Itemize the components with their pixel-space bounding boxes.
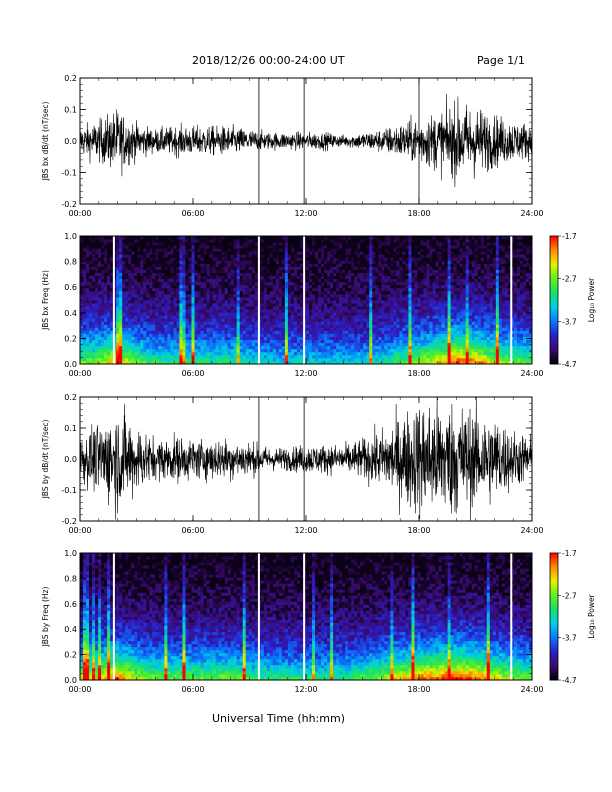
x-tick-label: 06:00 bbox=[181, 685, 204, 694]
y-tick-label: 0.4 bbox=[64, 309, 77, 318]
colorbar-tick-label: -4.7 bbox=[562, 360, 577, 369]
x-tick-label: 06:00 bbox=[181, 209, 204, 218]
colorbar-tick-label: -2.7 bbox=[562, 275, 577, 284]
x-tick-label: 00:00 bbox=[68, 369, 91, 378]
y-tick-label: 0.2 bbox=[64, 651, 77, 660]
x-tick-label: 06:00 bbox=[181, 526, 204, 535]
x-tick-label: 06:00 bbox=[181, 369, 204, 378]
colorbar-tick-label: -3.7 bbox=[562, 317, 577, 326]
x-tick-label: 18:00 bbox=[407, 369, 430, 378]
y-tick-label: 0.2 bbox=[64, 334, 77, 343]
colorbar: -1.7 -2.7 -3.7 -4.7 Log₁₀ Power bbox=[549, 232, 596, 369]
x-tick-label: 18:00 bbox=[407, 209, 430, 218]
bx-spectrogram-panel: 1.0 0.8 0.6 0.4 0.2 0.000:00 06:00 12:00 18:00 24… bbox=[41, 232, 596, 378]
y-axis-label: JBS bx dB/dt (nT/sec) bbox=[41, 102, 50, 182]
colorbar-frame bbox=[549, 235, 559, 365]
waveform-trace bbox=[80, 93, 532, 188]
y-axis-label: JBS by Freq (Hz) bbox=[41, 587, 50, 648]
x-tick-label: 24:00 bbox=[520, 369, 543, 378]
x-tick-label: 00:00 bbox=[68, 526, 91, 535]
x-tick-label: 18:00 bbox=[407, 526, 430, 535]
colorbar-tick-label: -2.7 bbox=[562, 591, 577, 600]
colorbar-tick-label: -3.7 bbox=[562, 634, 577, 643]
y-tick-label: 1.0 bbox=[64, 549, 77, 558]
spectrogram-cells bbox=[80, 553, 533, 681]
y-axis-label: JBS bx Freq (Hz) bbox=[41, 270, 50, 331]
page-number: Page 1/1 bbox=[477, 54, 525, 67]
x-tick-label: 12:00 bbox=[294, 209, 317, 218]
y-tick-label: 0.0 bbox=[64, 360, 77, 369]
y-tick-label: 0.6 bbox=[64, 283, 77, 292]
by-waveform-panel: 0.2 0.1 0.0 -0.1 -0.200:00 06:00 12:00 18:00 24:… bbox=[41, 393, 544, 535]
x-tick-label: 00:00 bbox=[68, 685, 91, 694]
page-title: 2018/12/26 00:00-24:00 UT bbox=[192, 54, 345, 67]
colorbar-frame bbox=[549, 552, 559, 681]
waveform-trace bbox=[80, 397, 532, 521]
y-tick-label: 0.0 bbox=[64, 137, 77, 146]
colorbar-tick-label: -4.7 bbox=[562, 676, 577, 685]
x-tick-label: 12:00 bbox=[294, 685, 317, 694]
x-tick-label: 00:00 bbox=[68, 209, 91, 218]
x-tick-label: 24:00 bbox=[520, 209, 543, 218]
y-tick-label: 0.1 bbox=[64, 106, 77, 115]
x-tick-label: 18:00 bbox=[407, 685, 430, 694]
x-tick-label: 24:00 bbox=[520, 685, 543, 694]
spectrogram-cells bbox=[80, 236, 533, 365]
colorbar-label: Log₁₀ Power bbox=[587, 277, 596, 322]
y-tick-label: 0.8 bbox=[64, 258, 77, 267]
by-spectrogram-panel: 1.0 0.8 0.6 0.4 0.2 0.000:00 06:00 12:00 18:00 24… bbox=[41, 549, 596, 694]
y-tick-label: 0.8 bbox=[64, 574, 77, 583]
x-tick-label: 12:00 bbox=[294, 526, 317, 535]
y-tick-label: 0.4 bbox=[64, 625, 77, 634]
colorbar: -1.7 -2.7 -3.7 -4.7 Log₁₀ Power bbox=[549, 549, 596, 685]
y-tick-label: 1.0 bbox=[64, 232, 77, 241]
y-tick-label: 0.0 bbox=[64, 455, 77, 464]
y-tick-label: -0.2 bbox=[61, 200, 77, 209]
x-tick-label: 24:00 bbox=[520, 526, 543, 535]
y-tick-label: 0.0 bbox=[64, 676, 77, 685]
x-axis-title: Universal Time (hh:mm) bbox=[212, 712, 345, 725]
colorbar-tick-label: -1.7 bbox=[562, 549, 577, 558]
y-axis-label: JBS by dB/dt (nT/sec) bbox=[41, 420, 50, 500]
y-tick-label: -0.1 bbox=[61, 486, 77, 495]
y-tick-label: 0.2 bbox=[64, 74, 77, 83]
y-tick-label: 0.6 bbox=[64, 600, 77, 609]
y-tick-label: 0.2 bbox=[64, 393, 77, 402]
y-tick-label: -0.1 bbox=[61, 169, 77, 178]
bx-waveform-panel: 0.2 0.1 0.0 -0.1 -0.200:00 06:00 12:00 18:00 24:… bbox=[41, 74, 544, 218]
colorbar-tick-label: -1.7 bbox=[562, 232, 577, 241]
x-tick-label: 12:00 bbox=[294, 369, 317, 378]
colorbar-label: Log₁₀ Power bbox=[587, 593, 596, 638]
y-tick-label: -0.2 bbox=[61, 517, 77, 526]
y-tick-label: 0.1 bbox=[64, 424, 77, 433]
